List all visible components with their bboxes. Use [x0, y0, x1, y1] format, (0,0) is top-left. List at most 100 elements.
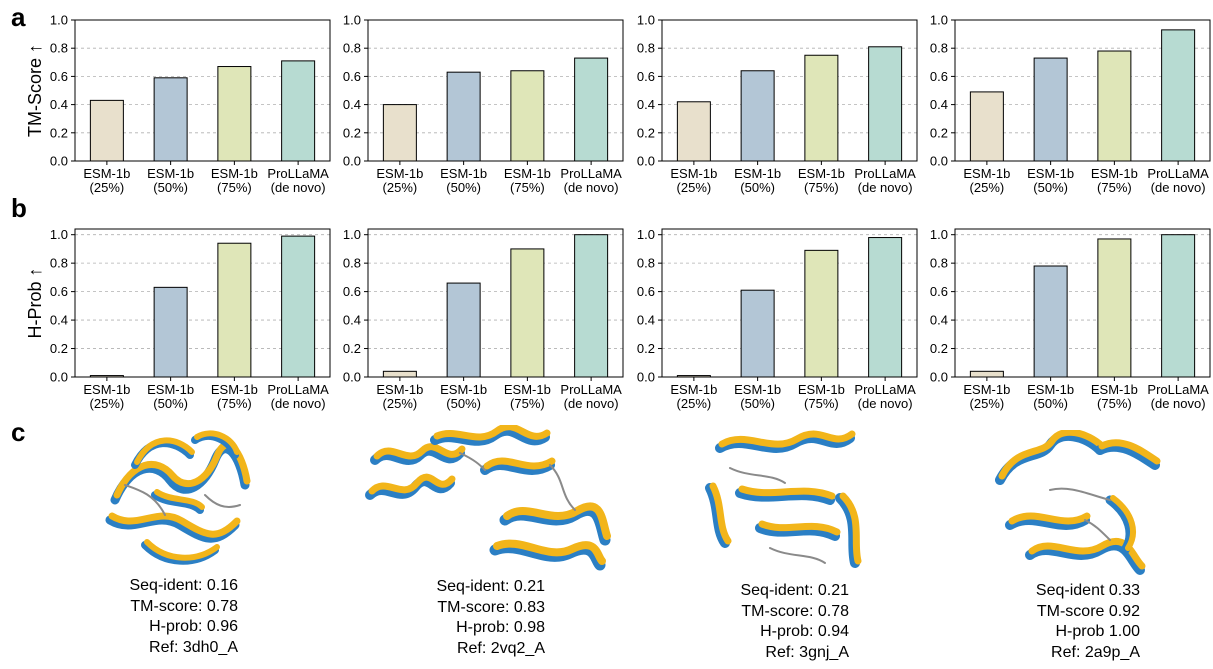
y-tick-label: 0.8	[930, 256, 948, 271]
caption-seq-ident: Seq-ident: 0.21	[436, 578, 545, 595]
y-tick-label: 0.2	[637, 341, 655, 356]
y-tick-label: 0.2	[50, 341, 68, 356]
x-tick-label: (50%)	[740, 180, 775, 195]
structure-caption-1: Seq-ident: 0.16 TM-score: 0.78 H-prob: 0…	[129, 576, 238, 658]
axes-frame	[74, 228, 331, 378]
x-tick-label: ESM-1b	[963, 166, 1010, 181]
y-tick-label: 0.6	[50, 69, 68, 84]
x-tick-label: ProLLaMA	[854, 166, 916, 181]
x-tick-label: (de novo)	[271, 396, 326, 411]
panel-label-a: a	[11, 2, 26, 32]
y-tick-label: 1.0	[637, 227, 655, 242]
caption-seq-ident: Seq-ident: 0.16	[129, 577, 238, 594]
x-tick-label: (25%)	[970, 180, 1005, 195]
bar	[153, 286, 188, 378]
caption-tm-score: TM-score: 0.78	[741, 602, 849, 620]
bar	[804, 249, 839, 378]
x-tick-label: (50%)	[153, 396, 188, 411]
bar	[281, 60, 316, 162]
bar	[1033, 57, 1068, 162]
bar	[574, 234, 609, 378]
y-tick-label: 0.8	[637, 256, 655, 271]
y-axis-label: TM-Score ↑	[25, 44, 45, 137]
panel-label-c: c	[11, 417, 26, 447]
x-tick-label: ESM-1b	[1027, 166, 1074, 181]
y-tick-label: 0.0	[343, 154, 361, 169]
y-tick-label: 0.0	[637, 154, 655, 169]
axes-frame	[954, 19, 1211, 162]
axes-frame	[367, 19, 624, 162]
y-tick-label: 0.2	[930, 125, 948, 140]
y-tick-label: 0.0	[50, 370, 68, 385]
axes-frame	[74, 19, 331, 162]
y-tick-label: 0.8	[637, 41, 655, 56]
x-tick-label: ProLLaMA	[854, 382, 916, 397]
y-tick-label: 0.6	[343, 69, 361, 84]
x-tick-label: ProLLaMA	[560, 166, 622, 181]
axes-frame	[661, 19, 918, 162]
x-tick-label: (50%)	[740, 396, 775, 411]
bar	[574, 57, 609, 162]
caption-h-prob: H-prob 1.00	[1055, 623, 1141, 640]
bar	[89, 99, 124, 162]
x-tick-label: ESM-1b	[504, 382, 551, 397]
y-tick-label: 0.6	[637, 284, 655, 299]
bar	[740, 70, 775, 162]
y-tick-label: 1.0	[50, 227, 68, 242]
caption-ref: Ref: 3gnj_A	[765, 643, 849, 661]
x-tick-label: (25%)	[383, 180, 418, 195]
caption-tm-score: TM-score: 0.83	[437, 598, 545, 616]
y-tick-label: 1.0	[637, 13, 655, 28]
y-tick-label: 0.2	[930, 341, 948, 356]
y-tick-label: 0.4	[343, 97, 361, 112]
bar	[382, 104, 417, 162]
y-tick-label: 0.8	[930, 41, 948, 56]
caption-ref: Ref: 2vq2_A	[456, 639, 545, 657]
x-tick-label: (50%)	[1033, 396, 1068, 411]
x-tick-label: (de novo)	[271, 180, 326, 195]
x-tick-label: (75%)	[1097, 396, 1132, 411]
x-tick-label: ESM-1b	[440, 166, 487, 181]
y-tick-label: 1.0	[343, 227, 361, 242]
y-tick-label: 0.2	[50, 125, 68, 140]
y-tick-label: 0.8	[50, 256, 68, 271]
bar	[1161, 234, 1196, 378]
caption-tm-score: TM-score 0.92	[1036, 602, 1140, 620]
bar	[1097, 50, 1132, 162]
y-tick-label: 0.2	[343, 341, 361, 356]
y-tick-label: 0.4	[50, 97, 68, 112]
bar	[676, 101, 711, 162]
y-tick-label: 0.6	[50, 284, 68, 299]
x-tick-label: ESM-1b	[83, 166, 130, 181]
x-tick-label: (75%)	[510, 180, 545, 195]
structure-caption-4: Seq-ident 0.33 TM-score 0.92 H-prob 1.00…	[1036, 581, 1140, 663]
x-tick-label: ProLLaMA	[267, 382, 329, 397]
y-tick-label: 0.6	[930, 69, 948, 84]
y-tick-label: 1.0	[930, 13, 948, 28]
x-tick-label: ESM-1b	[670, 382, 717, 397]
x-tick-label: ESM-1b	[211, 166, 258, 181]
x-tick-label: (de novo)	[1151, 180, 1206, 195]
bar	[868, 237, 903, 378]
y-tick-label: 0.4	[637, 313, 655, 328]
y-tick-label: 0.4	[637, 97, 655, 112]
y-tick-label: 0.4	[50, 313, 68, 328]
bar	[510, 70, 545, 162]
x-tick-label: (75%)	[217, 180, 252, 195]
y-axis-label: H-Prob ↑	[25, 267, 45, 338]
x-tick-label: ESM-1b	[1027, 382, 1074, 397]
x-tick-label: ESM-1b	[376, 382, 423, 397]
x-tick-label: ProLLaMA	[1147, 382, 1209, 397]
bar	[217, 66, 252, 162]
x-tick-label: (75%)	[804, 180, 839, 195]
x-tick-label: (50%)	[446, 180, 481, 195]
bar	[446, 282, 481, 378]
x-tick-label: (75%)	[1097, 180, 1132, 195]
axes-frame	[954, 228, 1211, 378]
structure-caption-3: Seq-ident: 0.21 TM-score: 0.78 H-prob: 0…	[740, 581, 849, 663]
caption-h-prob: H-prob: 0.98	[456, 619, 545, 636]
x-tick-label: (de novo)	[564, 396, 619, 411]
bar	[969, 91, 1004, 162]
x-tick-label: (25%)	[677, 180, 712, 195]
x-tick-label: ESM-1b	[504, 166, 551, 181]
